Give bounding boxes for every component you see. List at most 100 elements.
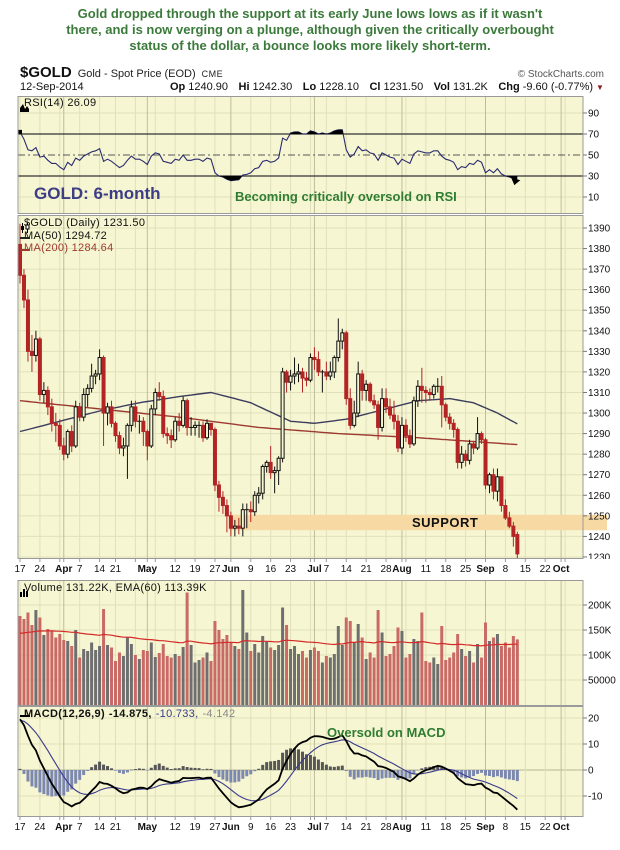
macd-histogram-bar xyxy=(193,767,197,770)
y-tick-label: 1310 xyxy=(588,388,611,399)
candle-body xyxy=(73,406,78,447)
volume-bar xyxy=(102,609,106,705)
candle-body xyxy=(399,424,404,449)
macd-histogram-bar xyxy=(400,770,404,779)
volume-bar xyxy=(320,662,324,705)
macd-histogram-bar xyxy=(503,770,507,779)
volume-bar xyxy=(110,647,114,705)
volume-bar xyxy=(161,644,165,705)
macd-histogram-bar xyxy=(197,768,201,770)
symbol-description: Gold - Spot Price (EOD) xyxy=(77,68,196,80)
x-tick-label: 21 xyxy=(110,822,122,833)
candle-body xyxy=(455,428,460,463)
volume-bar xyxy=(106,645,110,705)
macd-histogram-bar xyxy=(225,770,229,782)
candle-body xyxy=(495,476,500,492)
macd-histogram-bar xyxy=(90,767,94,770)
volume-bar xyxy=(241,590,245,705)
macd-histogram-bar xyxy=(78,770,82,780)
volume-bar xyxy=(285,625,289,705)
macd-histogram-bar xyxy=(484,770,488,776)
macd-hist-value: -4.142 xyxy=(202,708,236,720)
volume-bar xyxy=(257,652,261,705)
x-tick-label: Jun xyxy=(222,564,240,575)
macd-histogram-bar xyxy=(440,767,444,770)
panel-background xyxy=(18,215,583,559)
y-tick-label: 1240 xyxy=(588,532,611,543)
x-tick-label: 16 xyxy=(265,822,277,833)
rsi-line xyxy=(19,129,518,182)
macd-histogram-bar xyxy=(304,754,308,770)
candle-body xyxy=(284,371,289,383)
x-tick-label: 8 xyxy=(503,564,509,575)
candle-body xyxy=(348,398,353,426)
x-tick-label: Apr xyxy=(55,564,72,575)
x-tick-label: 7 xyxy=(77,564,83,575)
volume-bar xyxy=(328,657,332,705)
candle-body xyxy=(264,461,269,467)
macd-histogram-bar xyxy=(404,770,408,779)
candle-body xyxy=(165,433,170,437)
volume-bar xyxy=(117,652,121,705)
macd-histogram-bar xyxy=(336,766,340,770)
macd-histogram-bar xyxy=(98,761,102,770)
volume-ema-line xyxy=(19,630,518,647)
volume-bar xyxy=(213,621,217,705)
macd-histogram-bar xyxy=(324,764,328,770)
x-tick-label: Oct xyxy=(553,564,570,575)
volume-bar xyxy=(30,625,34,705)
macd-histogram-bar xyxy=(376,770,380,781)
candle-body xyxy=(93,373,98,377)
volume-bar xyxy=(503,642,507,705)
volume-bar xyxy=(372,657,376,705)
candle-body xyxy=(483,439,488,486)
candle-body xyxy=(451,422,456,430)
x-axis-top: 17 24 Apr 7 14 21 May 12 19 27 Jun 9 16 23 Jul 7 14 21 28 A… xyxy=(14,559,570,575)
volume-bar xyxy=(74,630,78,705)
y-tick-label: 0 xyxy=(588,766,594,777)
rsi-end-arrow xyxy=(511,178,521,186)
y-tick-label: 200K xyxy=(588,601,612,612)
volume-bar xyxy=(145,651,149,705)
ohlc-field-Op: Op 1240.90 xyxy=(170,81,229,93)
y-tick-label: 150K xyxy=(588,626,612,637)
macd-histogram-bar xyxy=(388,770,392,778)
volume-bar xyxy=(368,652,372,705)
candle-body xyxy=(336,340,341,359)
macd-histogram-bar xyxy=(468,770,472,778)
volume-bar xyxy=(491,637,495,705)
macd-histogram-bar xyxy=(515,770,519,782)
candle-body xyxy=(29,350,34,356)
volume-bar xyxy=(157,653,161,705)
candle-body xyxy=(256,492,261,496)
y-tick-label: 10 xyxy=(588,740,600,751)
volume-bar xyxy=(189,645,193,705)
macd-histogram-bar xyxy=(320,762,324,770)
macd-histogram-bar xyxy=(507,770,511,780)
volume-bar xyxy=(58,634,62,705)
macd-histogram-bar xyxy=(316,759,320,770)
volume-bar xyxy=(66,641,70,705)
macd-histogram-bar xyxy=(133,769,137,770)
x-tick-label: 14 xyxy=(341,822,353,833)
x-tick-label: Jun xyxy=(222,822,240,833)
volume-bar xyxy=(90,642,94,705)
candle-body xyxy=(169,435,174,441)
volume-bar xyxy=(165,656,169,705)
volume-bar xyxy=(237,649,241,705)
x-tick-label: 21 xyxy=(361,822,373,833)
candle-body xyxy=(511,525,516,537)
candle-body xyxy=(415,385,420,402)
macd-histogram-bar xyxy=(348,770,352,777)
candle-body xyxy=(471,443,476,449)
x-tick-label: 22 xyxy=(540,822,552,833)
candle-body xyxy=(340,332,345,342)
x-tick-label: 11 xyxy=(421,822,432,833)
volume-bar xyxy=(277,645,281,705)
macd-signal-value: -10.733, xyxy=(155,708,199,720)
macd-histogram-bar xyxy=(344,770,348,772)
candle-body xyxy=(232,525,237,529)
volume-bar xyxy=(380,632,384,705)
candle-body xyxy=(208,422,213,430)
macd-histogram-bar xyxy=(34,770,38,788)
